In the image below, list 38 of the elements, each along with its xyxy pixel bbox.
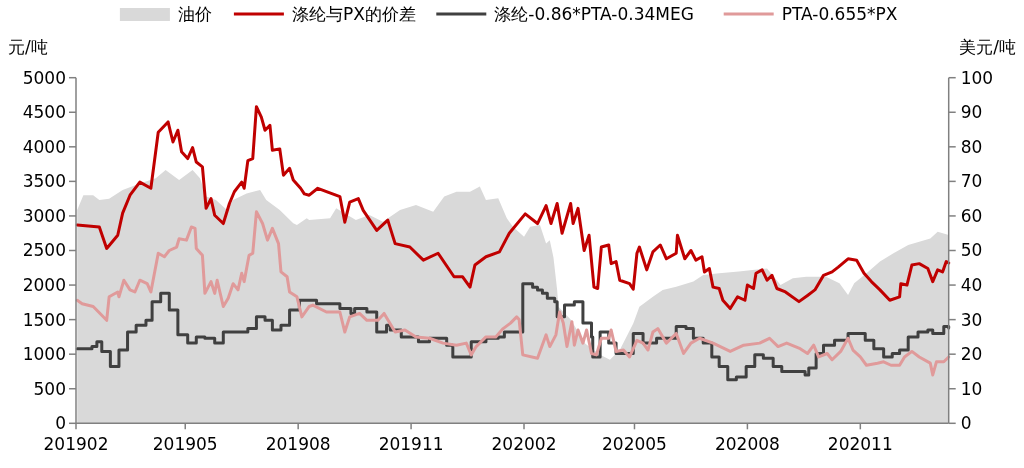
- y-axis-title: 元/吨: [8, 37, 48, 57]
- y2-tick-label: 60: [960, 205, 983, 226]
- y2-tick-label: 30: [960, 309, 983, 330]
- y-tick-label: 2500: [22, 240, 66, 261]
- y-tick-label: 5000: [22, 67, 66, 88]
- y2-tick-label: 10: [960, 378, 983, 399]
- legend-label: 涤纶与PX的价差: [291, 3, 416, 24]
- y-tick-label: 4000: [22, 136, 66, 157]
- y-tick-label: 1000: [22, 344, 66, 365]
- y2-tick-label: 20: [960, 344, 983, 365]
- legend-label: PTA-0.655*PX: [781, 3, 898, 24]
- y-tick-label: 0: [55, 413, 66, 434]
- y2-tick-label: 70: [960, 171, 983, 192]
- x-tick-label: 202011: [827, 434, 893, 455]
- y2-tick-label: 80: [960, 136, 983, 157]
- x-tick-label: 201905: [152, 434, 218, 455]
- y2-tick-label: 50: [960, 240, 983, 261]
- x-tick-label: 202002: [491, 434, 557, 455]
- x-tick-label: 201902: [43, 434, 109, 455]
- legend-label: 油价: [177, 3, 212, 24]
- y-tick-label: 3500: [22, 171, 66, 192]
- x-tick-label: 201908: [265, 434, 331, 455]
- y2-tick-label: 40: [960, 275, 983, 296]
- y-tick-label: 2000: [22, 275, 66, 296]
- y-tick-label: 500: [33, 378, 66, 399]
- line-series: [75, 105, 951, 311]
- y2-tick-label: 100: [960, 67, 994, 88]
- x-tick-label: 202005: [602, 434, 667, 455]
- y-tick-label: 3000: [22, 205, 66, 226]
- line-series: [75, 210, 951, 377]
- y-tick-label: 1500: [22, 309, 66, 330]
- y2-tick-label: 90: [960, 102, 983, 123]
- legend-label: 涤纶-0.86*PTA-0.34MEG: [494, 3, 694, 24]
- y-tick-label: 4500: [22, 102, 66, 123]
- x-tick-label: 201911: [378, 434, 444, 455]
- y2-tick-label: 0: [960, 413, 972, 434]
- x-tick-label: 202008: [714, 434, 780, 455]
- y2-axis-title: 美元/吨: [959, 37, 1016, 57]
